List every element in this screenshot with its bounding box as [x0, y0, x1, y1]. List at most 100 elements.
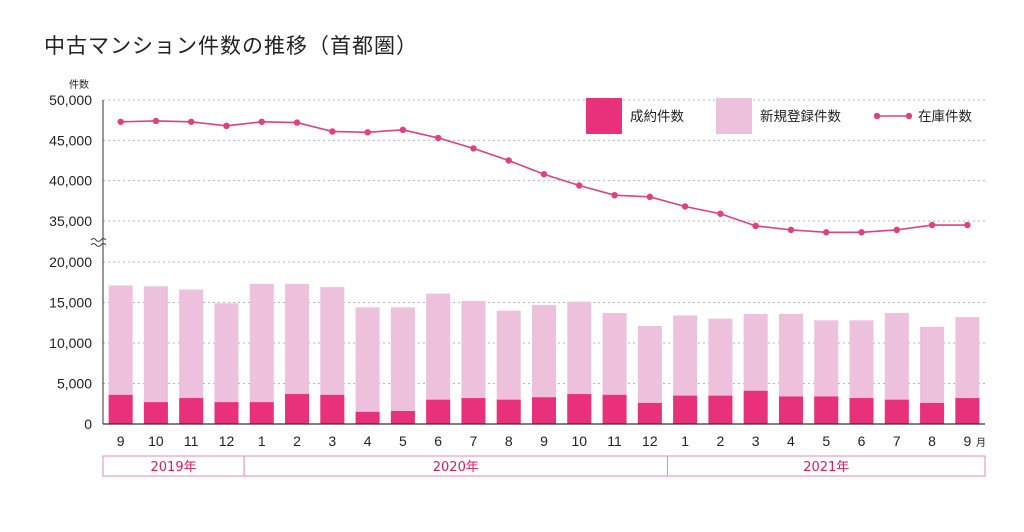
- x-tick-label: 9: [540, 433, 548, 449]
- inventory-point: [787, 226, 795, 234]
- y-tick-label: 45,000: [49, 132, 92, 148]
- bar-contracts: [743, 390, 768, 424]
- inventory-point: [470, 145, 477, 152]
- y-tick-label: 20,000: [49, 254, 92, 270]
- bar-contracts: [602, 394, 627, 424]
- x-tick-label: 7: [893, 433, 901, 449]
- x-tick-label: 9: [963, 433, 971, 449]
- x-tick-label: 8: [505, 433, 513, 449]
- bar-contracts: [708, 395, 733, 424]
- inventory-point: [293, 119, 301, 126]
- bar-contracts: [320, 394, 345, 424]
- bar-contracts: [920, 402, 945, 424]
- inventory-point: [364, 129, 371, 136]
- bar-contracts: [285, 394, 310, 424]
- bar-contracts: [884, 399, 909, 424]
- bar-contracts: [778, 396, 803, 424]
- x-tick-label: 5: [822, 433, 830, 449]
- x-tick-label: 1: [258, 433, 266, 449]
- bar-contracts: [108, 394, 133, 424]
- bar-contracts: [390, 411, 415, 424]
- inventory-point: [893, 226, 900, 234]
- bar-contracts: [637, 402, 662, 424]
- inventory-point: [399, 126, 407, 134]
- x-tick-label: 6: [858, 433, 866, 449]
- inventory-point: [717, 210, 724, 217]
- bar-contracts: [426, 399, 451, 424]
- bar-contracts: [461, 398, 486, 424]
- year-band: [666, 455, 986, 477]
- x-tick-label: 1: [681, 433, 689, 449]
- bar-contracts: [355, 411, 380, 424]
- year-label: 2021年: [803, 460, 849, 475]
- year-label: 2019年: [151, 460, 197, 475]
- bar-new-listings: [143, 286, 168, 424]
- x-tick-label: 2: [717, 433, 725, 449]
- axis-break-icon: [90, 238, 107, 247]
- year-label: 2020年: [433, 460, 479, 475]
- x-tick-label: 8: [928, 433, 936, 449]
- x-tick-label: 3: [752, 433, 760, 449]
- year-layer: 2019年 2020年 2021年: [102, 455, 986, 477]
- x-tick-label: 6: [434, 433, 442, 449]
- inventory-point: [188, 118, 195, 125]
- bar-layer: [108, 283, 980, 424]
- inventory-point: [540, 171, 548, 178]
- inventory-point: [858, 229, 865, 236]
- y-tick-label: 10,000: [49, 335, 92, 351]
- y-tick-label: 35,000: [49, 213, 92, 229]
- legend-layer: 成約件数 新規登録件数 在庫件数: [586, 98, 972, 134]
- chart-title: 中古マンション件数の推移（首都圏）: [44, 34, 418, 58]
- x-tick-label: 5: [399, 433, 407, 449]
- inventory-point: [223, 122, 230, 130]
- y-tick-label: 40,000: [49, 173, 92, 189]
- inventory-point: [576, 182, 583, 189]
- inventory-point: [928, 221, 936, 229]
- legend-point-inventory: [873, 112, 881, 120]
- x-tick-label: 12: [219, 433, 235, 449]
- bar-new-listings: [496, 310, 521, 424]
- inventory-point: [329, 128, 336, 135]
- x-tick-label: 7: [470, 433, 478, 449]
- x-tick-label: 4: [364, 433, 372, 449]
- bar-contracts: [179, 398, 204, 424]
- inventory-point: [646, 193, 654, 200]
- x-tick-label: 9: [117, 433, 125, 449]
- bar-contracts: [532, 397, 556, 424]
- inventory-point: [505, 157, 512, 164]
- bar-contracts: [567, 394, 592, 424]
- inventory-point: [258, 118, 265, 125]
- y-tick-label: 50,000: [49, 92, 92, 108]
- inventory-point: [117, 118, 124, 125]
- inventory-point: [611, 191, 618, 199]
- legend-point-inventory: [905, 112, 913, 120]
- y-tick-label: 0: [84, 416, 92, 432]
- legend-swatch-new-listings: [716, 98, 752, 134]
- y-unit-label: 件数: [69, 78, 89, 91]
- x-tick-label: 10: [571, 433, 587, 449]
- inventory-point: [752, 222, 759, 230]
- inventory-point: [964, 221, 971, 229]
- bar-contracts: [496, 399, 521, 424]
- x-tick-label: 2: [293, 433, 301, 449]
- inventory-point: [823, 229, 830, 236]
- x-tick-label: 10: [148, 433, 164, 449]
- x-tick-label: 11: [184, 433, 199, 449]
- legend-label-contracts: 成約件数: [630, 109, 684, 125]
- line-layer: [117, 117, 971, 236]
- legend-label-new-listings: 新規登録件数: [760, 109, 841, 125]
- bar-new-listings: [355, 307, 380, 424]
- y-tick-label: 5,000: [57, 376, 92, 392]
- inventory-point: [152, 117, 160, 125]
- x-tick-label: 11: [607, 433, 622, 449]
- x-tick-label: 4: [787, 433, 795, 449]
- axis-layer: 0 5,000 10,000 15,000 20,000 35,000 40,000 45,0…: [49, 78, 986, 449]
- legend-label-inventory: 在庫件数: [918, 109, 972, 125]
- legend-swatch-contracts: [586, 98, 622, 134]
- bar-new-listings: [249, 283, 274, 424]
- bar-contracts: [849, 398, 874, 424]
- bar-contracts: [214, 402, 239, 424]
- bar-contracts: [249, 402, 274, 424]
- x-tick-label: 3: [328, 433, 336, 449]
